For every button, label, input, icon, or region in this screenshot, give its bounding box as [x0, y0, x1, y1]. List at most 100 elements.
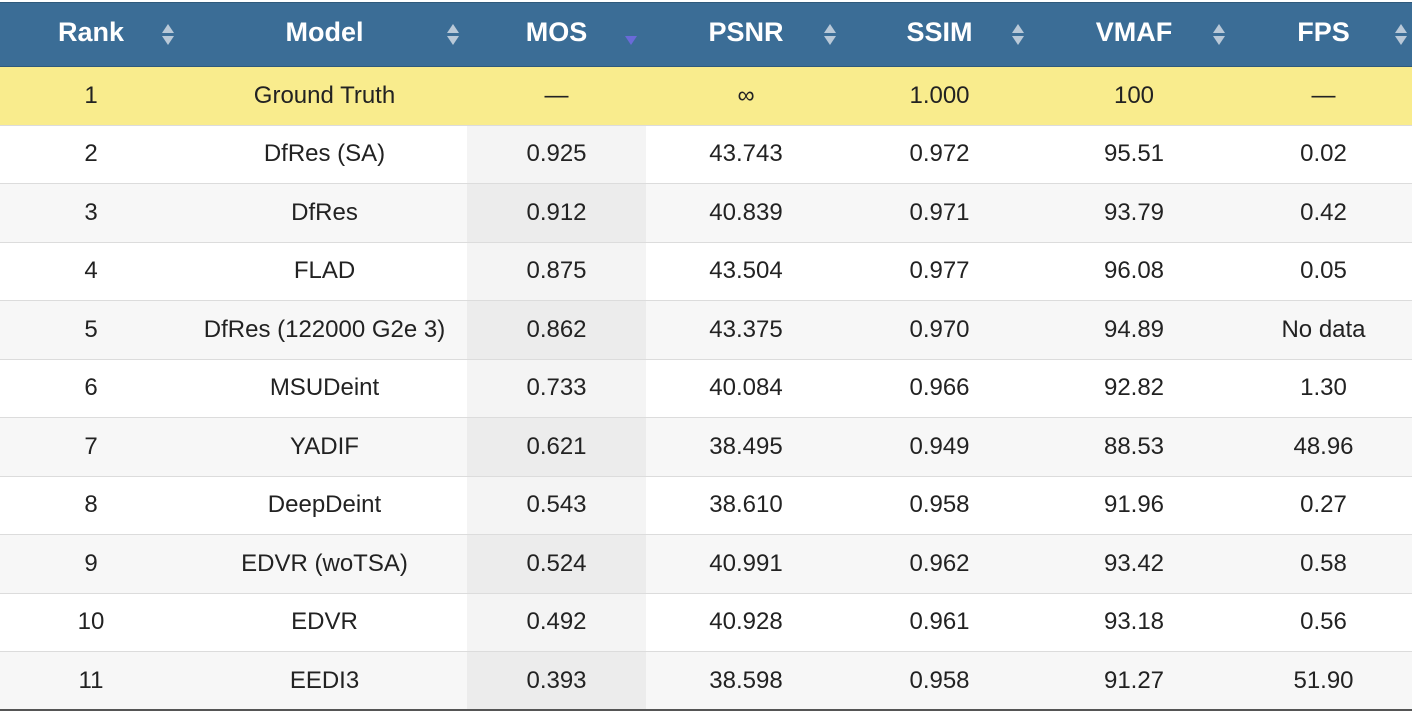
fps-cell: 0.27 [1235, 476, 1412, 535]
model-cell: YADIF [182, 417, 467, 477]
rank-cell: 1 [0, 66, 182, 126]
vmaf-cell: 96.08 [1033, 242, 1235, 301]
model-cell: EDVR (woTSA) [182, 534, 467, 594]
sort-both-icon[interactable] [1012, 23, 1024, 47]
ssim-cell: 0.972 [846, 125, 1033, 184]
column-header-mos[interactable]: MOS [467, 2, 646, 67]
column-header-model[interactable]: Model [182, 2, 467, 67]
vmaf-cell: 93.18 [1033, 593, 1235, 652]
sort-descending-icon[interactable] [625, 33, 637, 57]
mos-cell: 0.524 [467, 534, 646, 594]
fps-cell: 48.96 [1235, 417, 1412, 477]
vmaf-cell: 100 [1033, 66, 1235, 126]
psnr-cell: 38.610 [646, 476, 846, 535]
sort-both-icon[interactable] [824, 23, 836, 47]
psnr-cell: ∞ [646, 66, 846, 126]
mos-cell: 0.912 [467, 183, 646, 243]
column-header-psnr[interactable]: PSNR [646, 2, 846, 67]
table-row: 7 YADIF 0.621 38.495 0.949 88.53 48.96 [0, 417, 1412, 477]
mos-cell: 0.492 [467, 593, 646, 652]
table-body: 1 Ground Truth — ∞ 1.000 100 — 2 DfRes (… [0, 66, 1412, 711]
table-row: 5 DfRes (122000 G2e 3) 0.862 43.375 0.97… [0, 300, 1412, 360]
vmaf-cell: 91.96 [1033, 476, 1235, 535]
vmaf-cell: 94.89 [1033, 300, 1235, 360]
table-header: Rank Model MOS PSNR SSIM [0, 2, 1412, 67]
psnr-cell: 43.743 [646, 125, 846, 184]
column-header-vmaf[interactable]: VMAF [1033, 2, 1235, 67]
vmaf-cell: 93.79 [1033, 183, 1235, 243]
vmaf-cell: 92.82 [1033, 359, 1235, 418]
model-cell: FLAD [182, 242, 467, 301]
rank-cell: 7 [0, 417, 182, 477]
sort-both-icon[interactable] [162, 23, 174, 47]
psnr-cell: 43.375 [646, 300, 846, 360]
table-row: 11 EEDI3 0.393 38.598 0.958 91.27 51.90 [0, 651, 1412, 711]
vmaf-cell: 95.51 [1033, 125, 1235, 184]
vmaf-cell: 93.42 [1033, 534, 1235, 594]
column-header-fps[interactable]: FPS [1235, 2, 1412, 67]
ssim-cell: 0.962 [846, 534, 1033, 594]
ssim-cell: 0.970 [846, 300, 1033, 360]
fps-cell: 0.05 [1235, 242, 1412, 301]
column-header-label: Model [285, 17, 364, 47]
rank-cell: 3 [0, 183, 182, 243]
psnr-cell: 40.991 [646, 534, 846, 594]
rank-cell: 2 [0, 125, 182, 184]
table-row: 8 DeepDeint 0.543 38.610 0.958 91.96 0.2… [0, 476, 1412, 535]
model-cell: EEDI3 [182, 651, 467, 711]
rank-cell: 5 [0, 300, 182, 360]
ssim-cell: 0.971 [846, 183, 1033, 243]
column-header-label: Rank [57, 17, 125, 47]
mos-cell: 0.393 [467, 651, 646, 711]
header-row: Rank Model MOS PSNR SSIM [0, 2, 1412, 67]
rank-cell: 9 [0, 534, 182, 594]
fps-cell: 0.58 [1235, 534, 1412, 594]
rank-cell: 10 [0, 593, 182, 652]
rank-cell: 8 [0, 476, 182, 535]
column-header-label: PSNR [708, 17, 784, 47]
rank-cell: 4 [0, 242, 182, 301]
rank-cell: 6 [0, 359, 182, 418]
ssim-cell: 0.977 [846, 242, 1033, 301]
column-header-label: SSIM [906, 17, 973, 47]
psnr-cell: 38.598 [646, 651, 846, 711]
ssim-cell: 0.949 [846, 417, 1033, 477]
mos-cell: 0.862 [467, 300, 646, 360]
vmaf-cell: 91.27 [1033, 651, 1235, 711]
psnr-cell: 40.928 [646, 593, 846, 652]
model-cell: DfRes (SA) [182, 125, 467, 184]
model-cell: DeepDeint [182, 476, 467, 535]
table-row: 10 EDVR 0.492 40.928 0.961 93.18 0.56 [0, 593, 1412, 652]
table-row-ground-truth: 1 Ground Truth — ∞ 1.000 100 — [0, 66, 1412, 126]
mos-cell: 0.875 [467, 242, 646, 301]
table-row: 4 FLAD 0.875 43.504 0.977 96.08 0.05 [0, 242, 1412, 301]
ssim-cell: 0.958 [846, 476, 1033, 535]
model-cell: DfRes [182, 183, 467, 243]
ssim-cell: 1.000 [846, 66, 1033, 126]
sort-both-icon[interactable] [1395, 23, 1407, 47]
mos-cell: — [467, 66, 646, 126]
ssim-cell: 0.961 [846, 593, 1033, 652]
table-row: 2 DfRes (SA) 0.925 43.743 0.972 95.51 0.… [0, 125, 1412, 184]
fps-cell: 0.42 [1235, 183, 1412, 243]
fps-cell: 1.30 [1235, 359, 1412, 418]
psnr-cell: 43.504 [646, 242, 846, 301]
mos-cell: 0.621 [467, 417, 646, 477]
table-row: 3 DfRes 0.912 40.839 0.971 93.79 0.42 [0, 183, 1412, 243]
mos-cell: 0.925 [467, 125, 646, 184]
model-cell: DfRes (122000 G2e 3) [182, 300, 467, 360]
rank-cell: 11 [0, 651, 182, 711]
fps-cell: 0.56 [1235, 593, 1412, 652]
fps-cell: — [1235, 66, 1412, 126]
fps-cell: 0.02 [1235, 125, 1412, 184]
mos-cell: 0.543 [467, 476, 646, 535]
column-header-ssim[interactable]: SSIM [846, 2, 1033, 67]
column-header-rank[interactable]: Rank [0, 2, 182, 67]
sort-both-icon[interactable] [447, 23, 459, 47]
ssim-cell: 0.966 [846, 359, 1033, 418]
sort-both-icon[interactable] [1213, 23, 1225, 47]
model-cell: Ground Truth [182, 66, 467, 126]
column-header-label: VMAF [1095, 17, 1173, 47]
